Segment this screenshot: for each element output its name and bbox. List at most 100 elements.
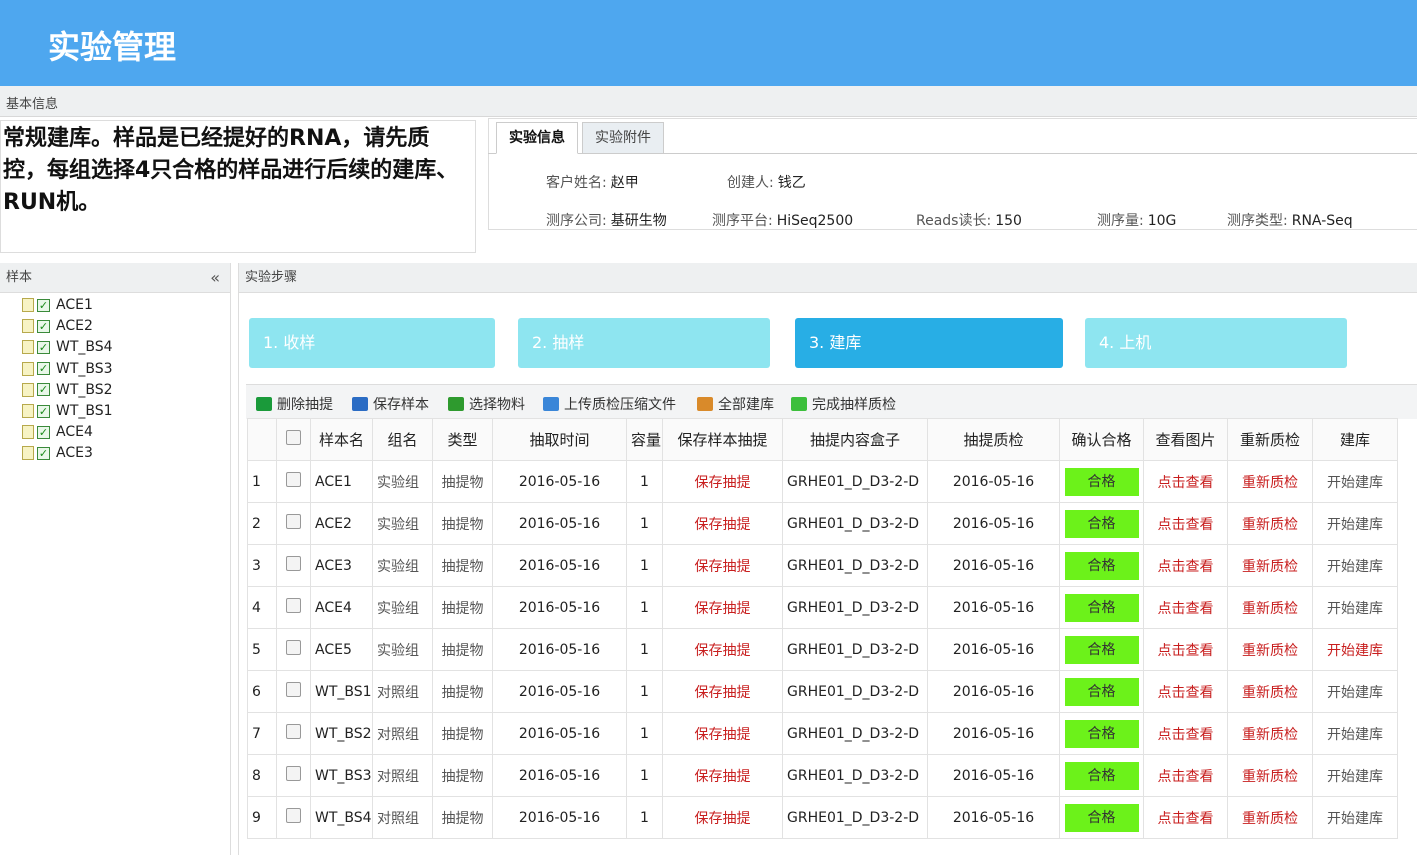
- app-title: 实验管理: [48, 28, 177, 66]
- field-value: 基研生物: [610, 213, 667, 229]
- cell[interactable]: 开始建库: [1312, 586, 1398, 629]
- toolbar-button[interactable]: 上传质检压缩文件: [543, 394, 676, 414]
- checkbox[interactable]: [286, 766, 301, 781]
- toolbar-button[interactable]: 删除抽提: [256, 394, 333, 414]
- checkbox[interactable]: ✓: [37, 404, 50, 418]
- checkbox[interactable]: [286, 514, 301, 529]
- toolbar-button[interactable]: 选择物料: [448, 394, 525, 414]
- cell: ACE1: [310, 460, 373, 503]
- cell[interactable]: 重新质检: [1227, 754, 1313, 797]
- cell[interactable]: 保存抽提: [662, 754, 783, 797]
- cell[interactable]: 重新质检: [1227, 460, 1313, 503]
- sample-item[interactable]: ✓ ACE2: [22, 316, 93, 336]
- checkbox[interactable]: [286, 556, 301, 571]
- cell: GRHE01_D_D3-2-D: [782, 796, 928, 839]
- checkbox[interactable]: ✓: [37, 319, 50, 333]
- cell[interactable]: 开始建库: [1312, 796, 1398, 839]
- section-label: 基本信息: [6, 97, 59, 112]
- checkbox[interactable]: [286, 724, 301, 739]
- step[interactable]: 3. 建库: [795, 318, 1063, 368]
- field-label: Reads读长:: [916, 213, 992, 229]
- cell: 1: [626, 628, 663, 671]
- sample-item[interactable]: ✓ WT_BS1: [22, 401, 113, 421]
- cell: 1: [626, 754, 663, 797]
- toolbar-button[interactable]: 保存样本: [352, 394, 429, 414]
- checkbox[interactable]: ✓: [37, 362, 50, 376]
- checkbox[interactable]: ✓: [37, 340, 50, 354]
- tab[interactable]: 实验附件: [582, 122, 664, 154]
- cell: 抽提物: [432, 460, 493, 503]
- cell[interactable]: 点击查看: [1143, 754, 1228, 797]
- cell[interactable]: 开始建库: [1312, 628, 1398, 671]
- info-field: Reads读长: 150: [916, 210, 1022, 230]
- cell[interactable]: 点击查看: [1143, 502, 1228, 545]
- cell[interactable]: 重新质检: [1227, 712, 1313, 755]
- checkbox[interactable]: [286, 598, 301, 613]
- sample-item[interactable]: ✓ ACE3: [22, 443, 93, 463]
- checkbox[interactable]: ✓: [37, 446, 50, 460]
- sample-item[interactable]: ✓ ACE1: [22, 295, 93, 315]
- checkbox[interactable]: [286, 640, 301, 655]
- sample-item[interactable]: ✓ WT_BS3: [22, 359, 113, 379]
- cell[interactable]: 点击查看: [1143, 460, 1228, 503]
- cell: [276, 460, 311, 503]
- step[interactable]: 1. 收样: [249, 318, 495, 368]
- panel-title: 样本: [6, 270, 33, 285]
- checkbox[interactable]: [286, 808, 301, 823]
- checkbox[interactable]: [286, 682, 301, 697]
- cell[interactable]: 开始建库: [1312, 712, 1398, 755]
- toolbar-button[interactable]: 完成抽样质检: [791, 394, 896, 414]
- checkbox[interactable]: ✓: [37, 425, 50, 439]
- cell[interactable]: 保存抽提: [662, 544, 783, 587]
- checkbox[interactable]: ✓: [37, 298, 50, 312]
- cell[interactable]: 重新质检: [1227, 502, 1313, 545]
- sample-item[interactable]: ✓ WT_BS4: [22, 337, 113, 357]
- step[interactable]: 4. 上机: [1085, 318, 1347, 368]
- cell: 合格: [1059, 796, 1144, 839]
- cell[interactable]: 保存抽提: [662, 796, 783, 839]
- header-cell: 抽提质检: [927, 418, 1060, 461]
- step[interactable]: 2. 抽样: [518, 318, 770, 368]
- cell[interactable]: 点击查看: [1143, 796, 1228, 839]
- header-cell: 容量: [626, 418, 663, 461]
- cell[interactable]: 重新质检: [1227, 670, 1313, 713]
- cell[interactable]: 点击查看: [1143, 586, 1228, 629]
- file-icon: [22, 340, 34, 355]
- cell[interactable]: 保存抽提: [662, 502, 783, 545]
- cell[interactable]: 重新质检: [1227, 544, 1313, 587]
- cell[interactable]: 开始建库: [1312, 670, 1398, 713]
- collapse-icon[interactable]: «: [210, 268, 220, 287]
- cell[interactable]: 开始建库: [1312, 502, 1398, 545]
- cell[interactable]: 保存抽提: [662, 670, 783, 713]
- cell: [276, 670, 311, 713]
- cell: [276, 754, 311, 797]
- tab[interactable]: 实验信息: [496, 122, 578, 154]
- cell[interactable]: 保存抽提: [662, 628, 783, 671]
- cell[interactable]: 重新质检: [1227, 586, 1313, 629]
- cell[interactable]: 保存抽提: [662, 586, 783, 629]
- cell[interactable]: 点击查看: [1143, 712, 1228, 755]
- cell: GRHE01_D_D3-2-D: [782, 460, 928, 503]
- data-table: 样本名 组名 类型 抽取时间 容量 保存样本抽提 抽提内容盒子 抽提质检 确认合格 查看图片 重新质…: [247, 418, 1398, 839]
- cell[interactable]: 保存抽提: [662, 712, 783, 755]
- checkbox[interactable]: ✓: [37, 383, 50, 397]
- cell: [276, 586, 311, 629]
- sample-item[interactable]: ✓ ACE4: [22, 422, 93, 442]
- cell: 1: [626, 502, 663, 545]
- cell[interactable]: 开始建库: [1312, 754, 1398, 797]
- sample-name: ACE3: [56, 445, 93, 462]
- cell[interactable]: 点击查看: [1143, 670, 1228, 713]
- checkbox[interactable]: [286, 472, 301, 487]
- sample-item[interactable]: ✓ WT_BS2: [22, 380, 113, 400]
- checkbox[interactable]: [286, 430, 301, 445]
- cell[interactable]: 重新质检: [1227, 796, 1313, 839]
- cell[interactable]: 保存抽提: [662, 460, 783, 503]
- cell[interactable]: 开始建库: [1312, 544, 1398, 587]
- cell: 抽提物: [432, 544, 493, 587]
- cell[interactable]: 点击查看: [1143, 628, 1228, 671]
- cell[interactable]: 重新质检: [1227, 628, 1313, 671]
- cell[interactable]: 开始建库: [1312, 460, 1398, 503]
- toolbar-button[interactable]: 全部建库: [697, 394, 774, 414]
- cell[interactable]: 点击查看: [1143, 544, 1228, 587]
- cell: 抽提物: [432, 754, 493, 797]
